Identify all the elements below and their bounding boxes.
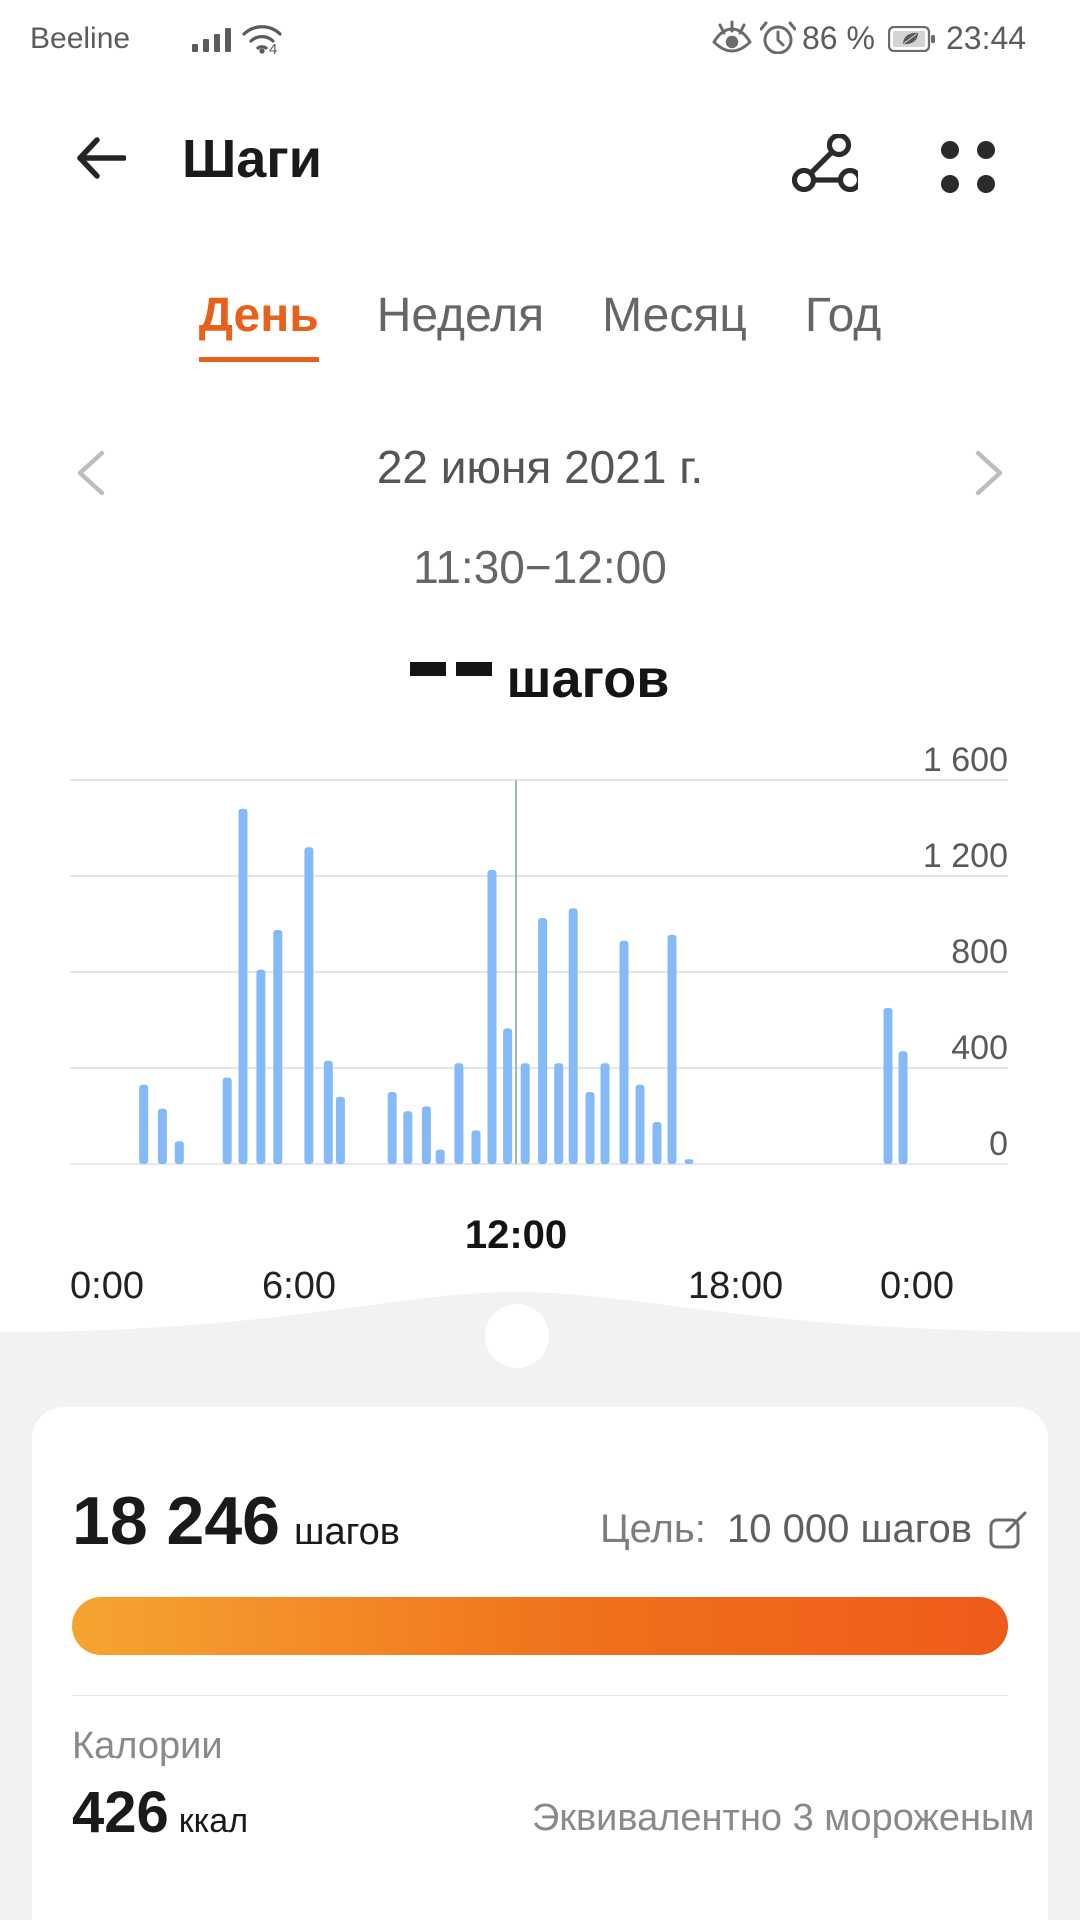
svg-text:1 600: 1 600 (923, 741, 1008, 779)
svg-text:800: 800 (951, 933, 1008, 971)
svg-text:12:00: 12:00 (465, 1213, 567, 1257)
svg-text:0: 0 (989, 1125, 1008, 1163)
svg-text:4: 4 (269, 41, 277, 54)
svg-text:400: 400 (951, 1029, 1008, 1067)
svg-text:1 200: 1 200 (923, 837, 1008, 875)
